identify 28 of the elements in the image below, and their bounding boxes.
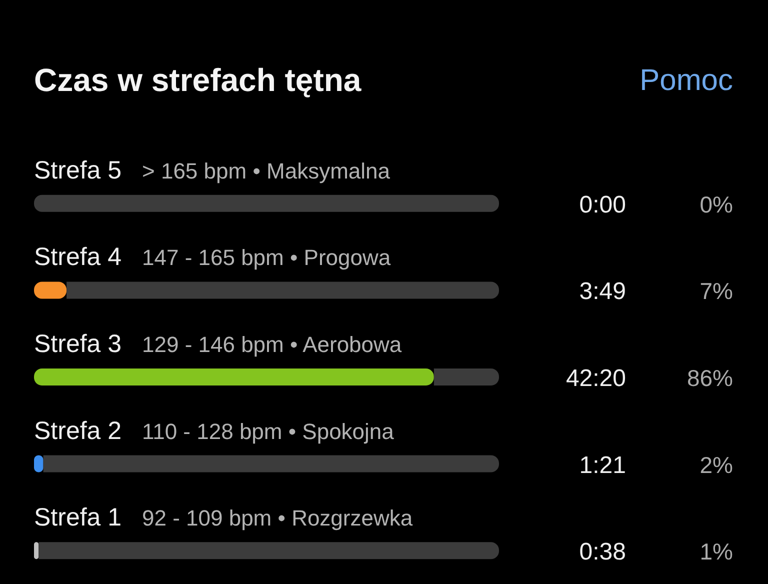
y-tick-label: Strefa 4 — [34, 243, 122, 272]
annotation: > 165 bpm • Maksymalna — [142, 158, 391, 184]
bar — [38, 542, 499, 560]
annotation: 129 - 146 bpm • Aerobowa — [142, 332, 402, 357]
bar — [34, 194, 499, 212]
bar — [434, 368, 499, 386]
data-label: 7% — [700, 278, 733, 304]
text: 42:20 — [566, 365, 626, 392]
data-label: 0% — [700, 191, 733, 218]
annotation: 92 - 109 bpm • Rozgrzewka — [142, 506, 414, 531]
annotation: 110 - 128 bpm • Spokojna — [142, 418, 395, 444]
text: 3:49 — [579, 278, 626, 306]
bar — [66, 282, 499, 299]
y-tick-label: Strefa 5 — [34, 156, 122, 184]
data-label: 2% — [700, 452, 733, 478]
bar — [43, 455, 499, 472]
chart-title: Czas w strefach tętna — [34, 62, 362, 98]
data-label: 1% — [700, 538, 733, 565]
y-tick-label: Strefa 2 — [34, 416, 122, 445]
bar — [34, 368, 434, 386]
y-tick-label: Strefa 1 — [34, 504, 122, 532]
y-tick-label: Strefa 3 — [34, 330, 122, 358]
text: 0:38 — [579, 538, 626, 566]
data-label: 86% — [686, 365, 733, 391]
annotation: 147 - 165 bpm • Progowa — [142, 245, 392, 270]
text: 1:21 — [579, 452, 626, 479]
text: 0:00 — [579, 191, 626, 218]
text: Pomoc — [640, 64, 733, 97]
